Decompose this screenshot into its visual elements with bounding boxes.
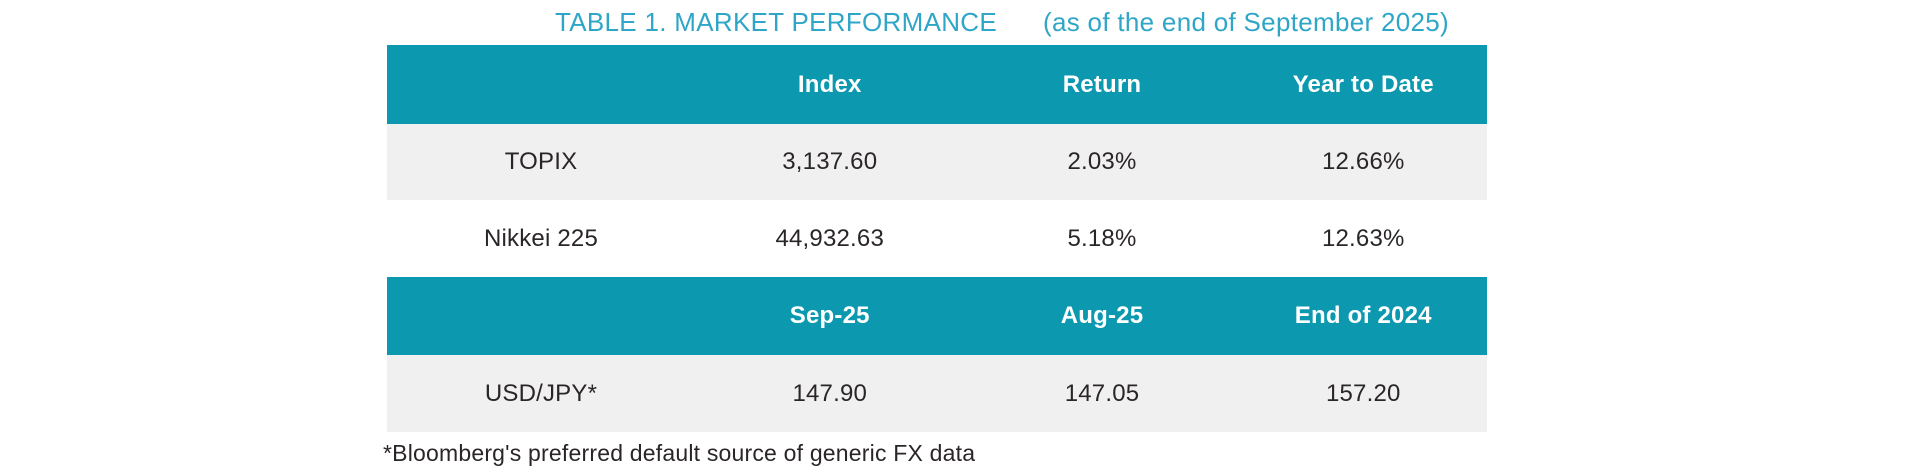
usdjpy-sep-25-value: 147.90 [792, 379, 868, 407]
footnote: *Bloomberg's preferred default source of… [383, 440, 976, 466]
nikkei-return-value: 5.18% [1067, 224, 1137, 252]
header-cell-return: Return [1062, 70, 1142, 98]
row-label-usdjpy: USD/JPY* [484, 379, 598, 407]
table-row-nikkei: Nikkei 225 44,932.63 5.18% 12.63% [387, 200, 1487, 277]
table-row-usdjpy: USD/JPY* 147.90 147.05 157.20 [387, 355, 1487, 432]
topix-ytd-value: 12.66% [1321, 148, 1405, 175]
row-label-topix: TOPIX [504, 148, 578, 175]
nikkei-ytd-value: 12.63% [1321, 224, 1405, 252]
nikkei-index-value: 44,932.63 [775, 224, 885, 252]
header-cell-year-to-date: Year to Date [1292, 70, 1434, 98]
index-header-row: Index Return Year to Date [387, 45, 1487, 124]
usdjpy-end-of-2024-value: 157.20 [1325, 379, 1401, 407]
table-title-main: TABLE 1. MARKET PERFORMANCE [555, 7, 998, 37]
header-cell-aug-25: Aug-25 [1060, 302, 1144, 329]
market-performance-table: Index Return Year to Date TOPIX 3,137.60… [387, 45, 1487, 432]
usdjpy-aug-25-value: 147.05 [1064, 379, 1140, 407]
header-cell-end-of-2024: End of 2024 [1294, 302, 1432, 329]
table-title: TABLE 1. MARKET PERFORMANCE (as of the en… [555, 6, 1449, 38]
header-cell-index: Index [797, 70, 862, 98]
row-label-nikkei: Nikkei 225 [483, 224, 599, 252]
header-cell-sep-25: Sep-25 [789, 302, 870, 329]
topix-return-value: 2.03% [1067, 148, 1137, 175]
table-title-date-suffix: (as of the end of September 2025) [1043, 7, 1449, 37]
table-row-topix: TOPIX 3,137.60 2.03% 12.66% [387, 124, 1487, 200]
fx-header-row: Sep-25 Aug-25 End of 2024 [387, 277, 1487, 355]
topix-index-value: 3,137.60 [782, 148, 878, 175]
